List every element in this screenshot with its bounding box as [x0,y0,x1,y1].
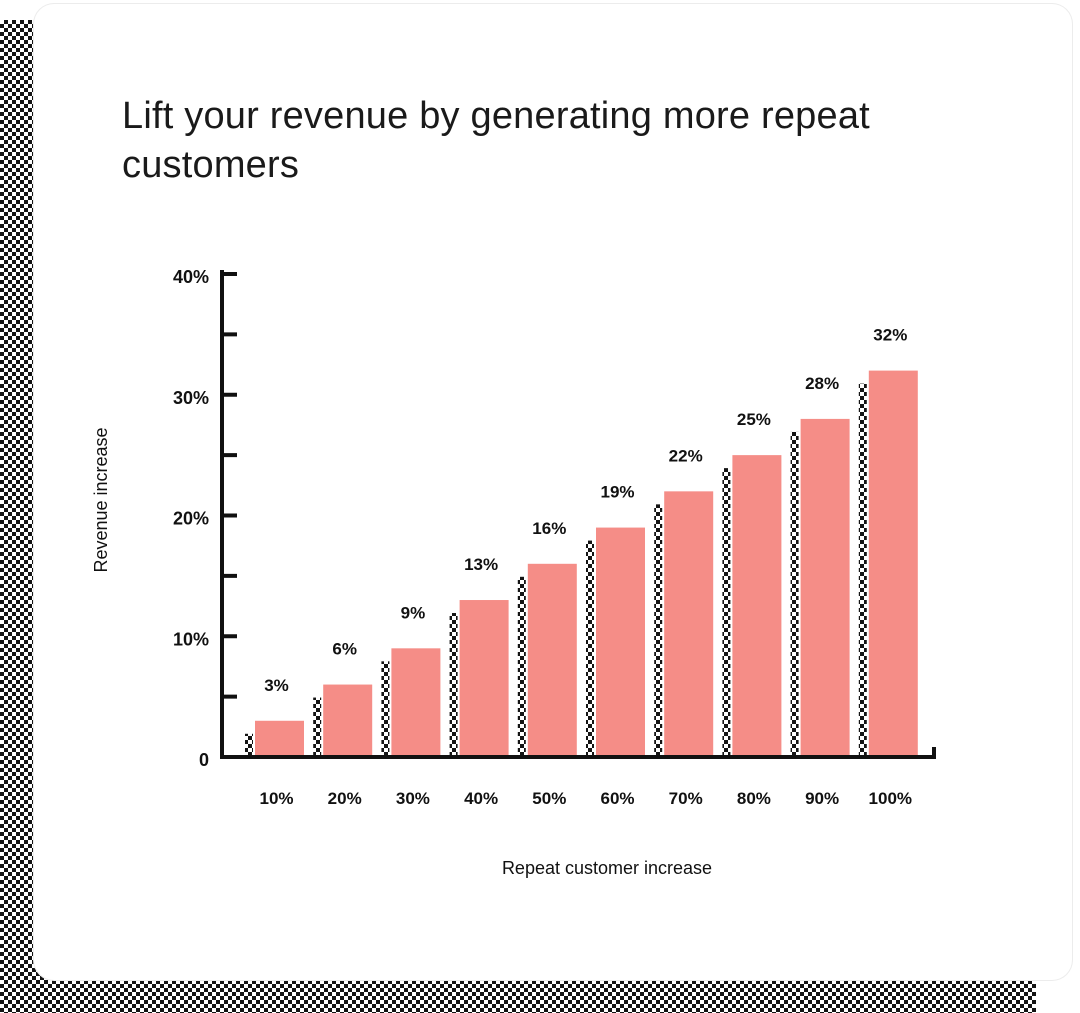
bar-shadow [517,576,526,757]
bar-shadow [449,613,458,757]
data-label: 6% [332,640,357,659]
bar [800,418,850,757]
x-tick-label: 60% [600,789,634,808]
bar-shadow [722,468,731,757]
data-label: 9% [401,603,426,622]
bar [391,648,441,757]
bar-shadow [586,540,594,757]
x-tick-label: 70% [669,789,703,808]
bar [527,563,577,757]
bar-shadow [790,431,799,757]
bar [255,720,304,757]
y-tick-label: 40% [173,267,209,287]
x-tick-label: 100% [869,789,912,808]
x-tick-label: 30% [396,789,430,808]
x-tick-label: 50% [532,789,566,808]
category-labels: 10% 20% 30% 40% 50% 60% 70% 80% 90% 100% [259,789,912,808]
x-tick-label: 80% [737,789,771,808]
bar [596,527,645,757]
data-label: 3% [264,676,289,695]
bar [459,600,509,757]
y-tick-label: 30% [173,388,209,408]
bar-shadow [381,661,390,757]
bar-shadow [245,733,253,757]
x-tick-label: 90% [805,789,839,808]
x-axis-title: Repeat customer increase [502,858,712,878]
bar [323,684,373,757]
bar-shadow [654,504,663,757]
bar-shadow [313,697,322,757]
chart-title: Lift your revenue by generating more rep… [122,95,870,186]
y-axis-title: Revenue increase [91,427,111,572]
bar-shadow [858,383,867,757]
data-label: 16% [532,519,566,538]
data-label: 22% [669,446,703,465]
bar [732,455,782,757]
x-tick-label: 20% [328,789,362,808]
bar [868,370,918,757]
data-label: 32% [873,326,907,345]
x-tick-label: 40% [464,789,498,808]
x-tick-label: 10% [259,789,293,808]
y-tick-label: 0 [199,750,209,770]
y-tick-label: 10% [173,629,209,649]
y-ticks: 0 10% 20% 30% 40% [173,267,237,770]
data-label: 19% [600,483,634,502]
data-label: 13% [464,555,498,574]
data-label: 25% [737,410,771,429]
bar [664,491,714,757]
bar-shadows [245,383,867,757]
y-tick-label: 20% [173,509,209,529]
data-labels: 3% 6% 9% 13% 16% 19% 22% 25% 28% 32% [264,326,907,695]
bars [255,370,918,757]
data-label: 28% [805,374,839,393]
